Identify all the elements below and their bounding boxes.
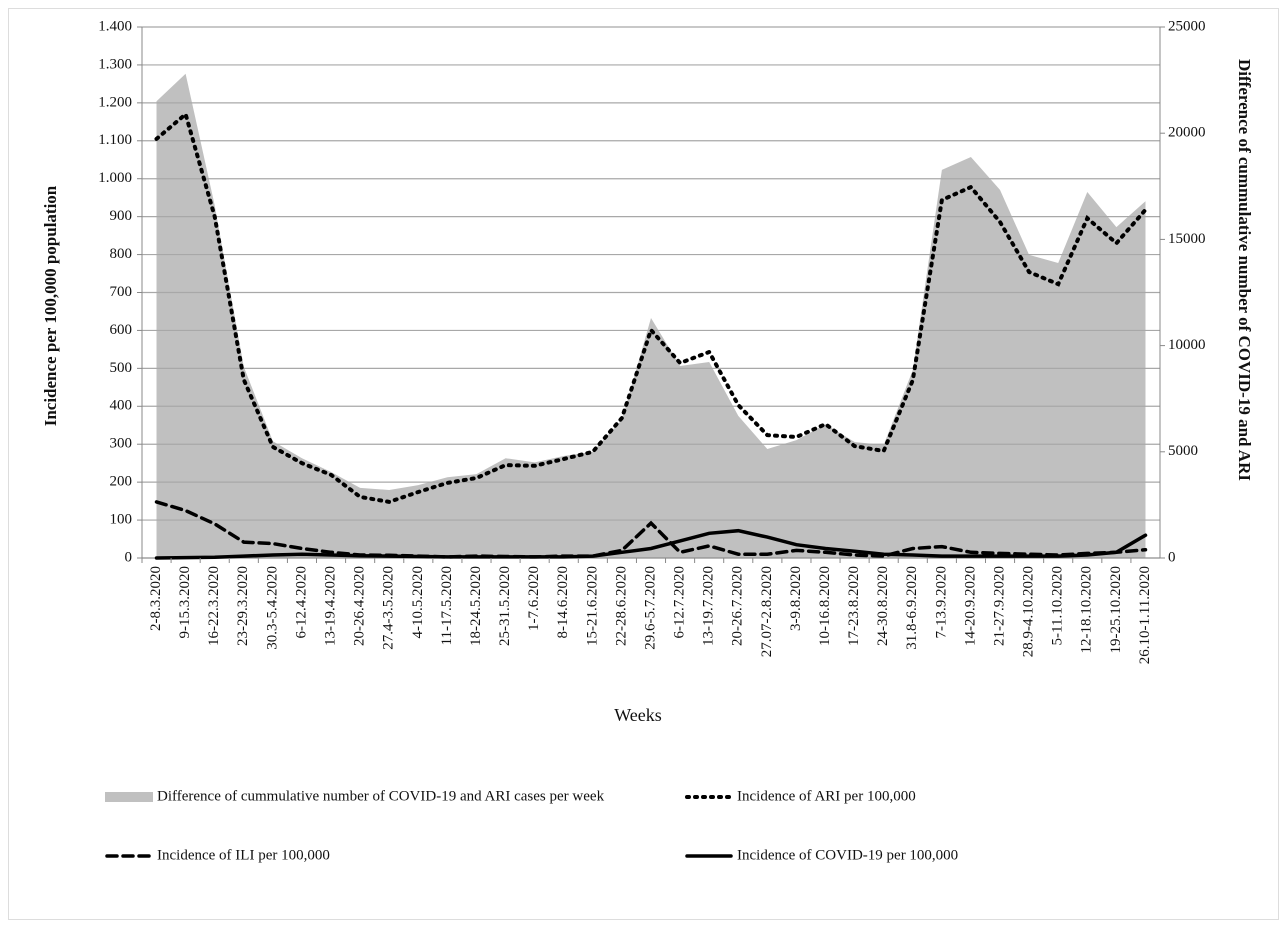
x-tick-label: 6-12.7.2020 [672,566,688,639]
y2-tick-label: 25000 [1168,18,1206,34]
x-tick-label: 31.8-6.9.2020 [904,566,920,650]
y-tick-label: 300 [110,436,133,452]
y2-tick-label: 20000 [1168,125,1206,141]
y2-axis-title: Difference of cummulative number of COVI… [1235,59,1254,481]
x-tick-label: 2-8.3.2020 [148,566,164,631]
y-tick-label: 700 [110,284,133,300]
x-tick-label: 3-9.8.2020 [788,566,804,631]
x-tick-label: 25-31.5.2020 [497,566,513,646]
x-tick-label: 7-13.9.2020 [933,566,949,639]
y-tick-label: 800 [110,246,133,262]
x-tick-label: 10-16.8.2020 [817,566,833,646]
x-tick-label: 5-11.10.2020 [1050,566,1066,645]
x-tick-label: 27.4-3.5.2020 [381,566,397,650]
x-tick-label: 23-29.3.2020 [235,566,251,646]
x-tick-label: 27.07-2.8.2020 [759,566,775,657]
x-tick-label: 21-27.9.2020 [991,566,1007,646]
x-tick-label: 11-17.5.2020 [439,566,455,645]
y-tick-label: 600 [110,322,133,338]
x-tick-label: 19-25.10.2020 [1108,566,1124,654]
y-tick-label: 1.400 [98,18,132,34]
x-tick-label: 30.3-5.4.2020 [264,566,280,650]
legend-swatch [105,792,153,802]
x-tick-label: 20-26.4.2020 [352,566,368,646]
y-tick-label: 0 [125,549,133,565]
x-tick-label: 14-20.9.2020 [962,566,978,646]
x-tick-label: 26.10-1.11.2020 [1137,566,1153,664]
y-tick-label: 1.000 [98,170,132,186]
y2-tick-label: 10000 [1168,337,1206,353]
x-tick-label: 12-18.10.2020 [1079,566,1095,654]
y-tick-label: 100 [110,512,133,528]
y-tick-label: 200 [110,474,133,490]
x-axis-title: Weeks [614,705,662,725]
x-tick-label: 24-30.8.2020 [875,566,891,646]
x-tick-label: 20-26.7.2020 [730,566,746,646]
line [154,500,1148,559]
x-tick-label: 18-24.5.2020 [468,566,484,646]
x-tick-label: 8-14.6.2020 [555,566,571,639]
y2-tick-label: 15000 [1168,231,1206,247]
legend-label: Incidence of COVID-19 per 100,000 [737,847,958,863]
y-tick-label: 500 [110,360,133,376]
x-tick-label: 29.6-5.7.2020 [642,566,658,650]
x-tick-label: 16-22.3.2020 [206,566,222,646]
legend-label: Incidence of ARI per 100,000 [737,788,916,804]
y2-tick-label: 0 [1168,549,1176,565]
x-tick-label: 6-12.4.2020 [293,566,309,639]
x-tick-label: 13-19.7.2020 [701,566,717,646]
y2-tick-label: 5000 [1168,443,1198,459]
x-tick-label: 17-23.8.2020 [846,566,862,646]
y-tick-label: 1.300 [98,56,132,72]
y-tick-label: 1.100 [98,132,132,148]
x-tick-label: 28.9-4.10.2020 [1021,566,1037,657]
y-tick-label: 900 [110,208,133,224]
x-tick-label: 22-28.6.2020 [613,566,629,646]
y-axis-title: Incidence per 100,000 population [41,185,60,426]
x-tick-label: 1-7.6.2020 [526,566,542,631]
x-tick-label: 4-10.5.2020 [410,566,426,639]
x-tick-label: 9-15.3.2020 [177,566,193,639]
legend-label: Difference of cummulative number of COVI… [157,788,605,804]
y-tick-label: 1.200 [98,94,132,110]
line [154,110,1148,504]
area [156,73,1146,558]
x-tick-label: 13-19.4.2020 [322,566,338,646]
x-tick-label: 15-21.6.2020 [584,566,600,646]
line [154,528,1148,560]
y-tick-label: 400 [110,398,133,414]
legend-label: Incidence of ILI per 100,000 [157,847,330,863]
